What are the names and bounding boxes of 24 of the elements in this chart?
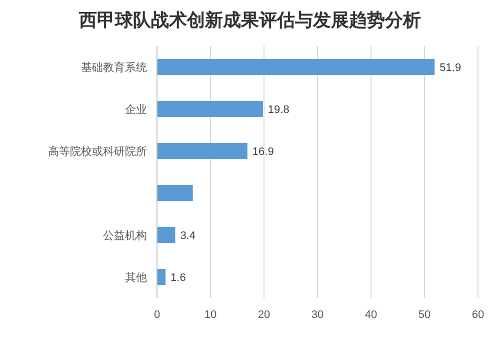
x-tick-label: 60	[472, 309, 484, 321]
x-tick-label: 30	[311, 309, 324, 321]
y-tick-label: 企业	[125, 103, 147, 116]
bar	[157, 227, 176, 243]
x-tick-label: 50	[418, 309, 431, 321]
data-label: 1.6	[170, 272, 186, 284]
chart-title: 西甲球队战术创新成果评估与发展趋势分析	[78, 10, 421, 30]
y-tick-label: 高等院校或科研院所	[48, 145, 147, 158]
bar	[157, 101, 263, 117]
y-tick-label: 公益机构	[103, 230, 147, 242]
y-tick-label: 其他	[125, 271, 147, 284]
data-label: 19.8	[268, 104, 290, 116]
bar	[157, 59, 435, 75]
bar	[157, 185, 193, 201]
data-label: 51.9	[440, 62, 462, 74]
x-tick-label: 40	[364, 309, 378, 321]
x-tick-label: 10	[204, 309, 217, 321]
y-tick-label: 基础教育系统	[81, 61, 147, 74]
data-label: 16.9	[252, 146, 274, 158]
data-label: 3.4	[180, 230, 196, 242]
x-tick-label: 0	[154, 309, 160, 321]
bar	[157, 143, 248, 159]
x-tick-label: 20	[258, 309, 270, 321]
bar	[157, 269, 166, 285]
